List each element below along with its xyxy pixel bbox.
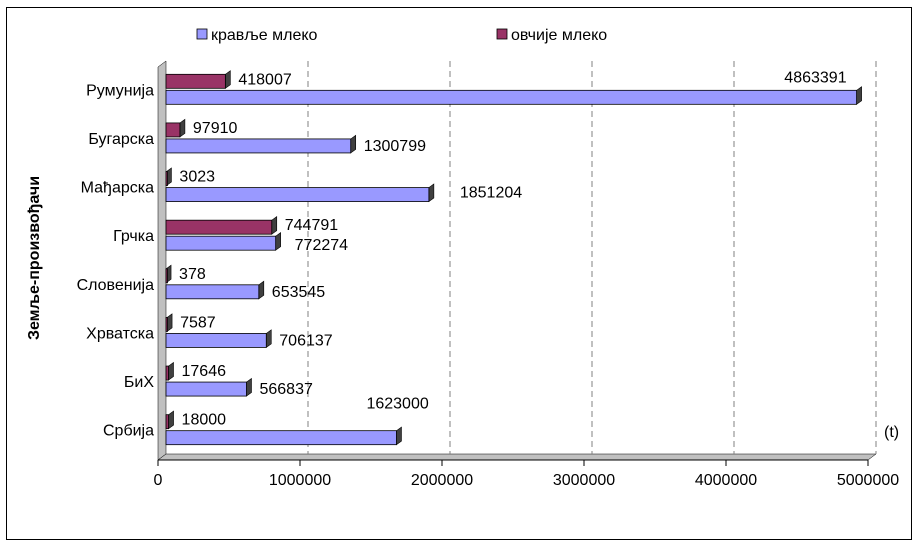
legend-label-ovcije: овчије млеко — [511, 27, 607, 44]
data-label-ovcije: 378 — [179, 266, 206, 283]
bar-kravlje-5 — [165, 187, 430, 202]
x-unit-label: (t) — [884, 424, 899, 441]
bar-ovcije-6 — [165, 122, 181, 138]
category-label: Мађарска — [81, 180, 154, 197]
data-label-ovcije: 3023 — [179, 169, 215, 186]
data-label-ovcije: 17646 — [182, 363, 227, 380]
bar-kravlje-6 — [165, 138, 352, 154]
x-tick-label: 1000000 — [269, 472, 331, 489]
bar-ovcije-7-side — [225, 70, 231, 89]
bar-kravlje-4-side — [275, 232, 281, 251]
bar-ovcije-6-side — [179, 118, 186, 138]
plot-side-wall — [157, 60, 167, 461]
data-label-kravlje: 706137 — [279, 332, 332, 349]
bar-kravlje-0-side — [396, 426, 402, 446]
bar-ovcije-1 — [165, 365, 169, 381]
bar-ovcije-4-side — [271, 216, 278, 235]
bar-kravlje-7-side — [856, 86, 862, 105]
bar-ovcije-2 — [165, 317, 168, 332]
bar-ovcije-1-side — [168, 361, 174, 381]
data-label-kravlje: 1300799 — [364, 138, 426, 155]
legend-swatch-ovcije — [496, 28, 508, 40]
data-label-ovcije: 7587 — [180, 314, 216, 331]
x-tick-label: 2000000 — [411, 472, 473, 489]
category-label: Словенија — [77, 277, 155, 294]
bar-kravlje-1-side — [246, 377, 252, 397]
x-tick-label: 3000000 — [553, 472, 615, 489]
y-axis-title: Земље-произвођачи — [26, 176, 43, 340]
data-label-kravlje: 1851204 — [460, 185, 522, 202]
category-label: Румунија — [86, 82, 154, 99]
bar-ovcije-0-side — [168, 410, 174, 430]
data-label-ovcije: 744791 — [285, 217, 338, 234]
data-label-kravlje: 772274 — [295, 237, 348, 254]
category-label: Бугарска — [88, 131, 154, 148]
bar-kravlje-2 — [165, 333, 267, 348]
legend-label-kravlje: кравље млеко — [211, 27, 318, 44]
data-label-ovcije: 97910 — [193, 120, 238, 137]
data-label-kravlje: 4863391 — [784, 69, 846, 86]
category-label: Србија — [103, 423, 154, 440]
bar-ovcije-3 — [165, 268, 168, 284]
bar-kravlje-7 — [165, 89, 858, 105]
bar-kravlje-5-side — [428, 183, 435, 203]
data-label-kravlje: 566837 — [259, 381, 312, 398]
bar-kravlje-3-side — [258, 280, 265, 300]
bar-ovcije-7 — [165, 73, 226, 89]
bar-kravlje-2-side — [265, 329, 272, 349]
x-tick-label: 4000000 — [695, 472, 757, 489]
data-label-ovcije: 18000 — [182, 412, 227, 429]
bar-ovcije-0 — [165, 414, 169, 430]
bar-kravlje-0 — [165, 430, 397, 446]
bar-kravlje-3 — [165, 284, 260, 300]
plot-floor — [157, 453, 877, 461]
bar-ovcije-5 — [165, 171, 168, 186]
bar-kravlje-6-side — [350, 134, 357, 154]
bar-kravlje-1 — [165, 381, 247, 397]
data-label-kravlje: 1623000 — [366, 396, 428, 413]
category-label: БиХ — [124, 374, 154, 391]
bar-ovcije-4 — [165, 219, 273, 235]
category-label: Грчка — [113, 228, 154, 245]
data-label-kravlje: 653545 — [272, 284, 325, 301]
x-tick-label: 0 — [154, 472, 163, 489]
legend-swatch-kravlje — [196, 28, 208, 40]
x-tick-label: 5000000 — [837, 472, 899, 489]
bar-kravlje-4 — [165, 235, 277, 251]
category-label: Хрватска — [86, 325, 154, 342]
data-label-ovcije: 418007 — [238, 71, 291, 88]
